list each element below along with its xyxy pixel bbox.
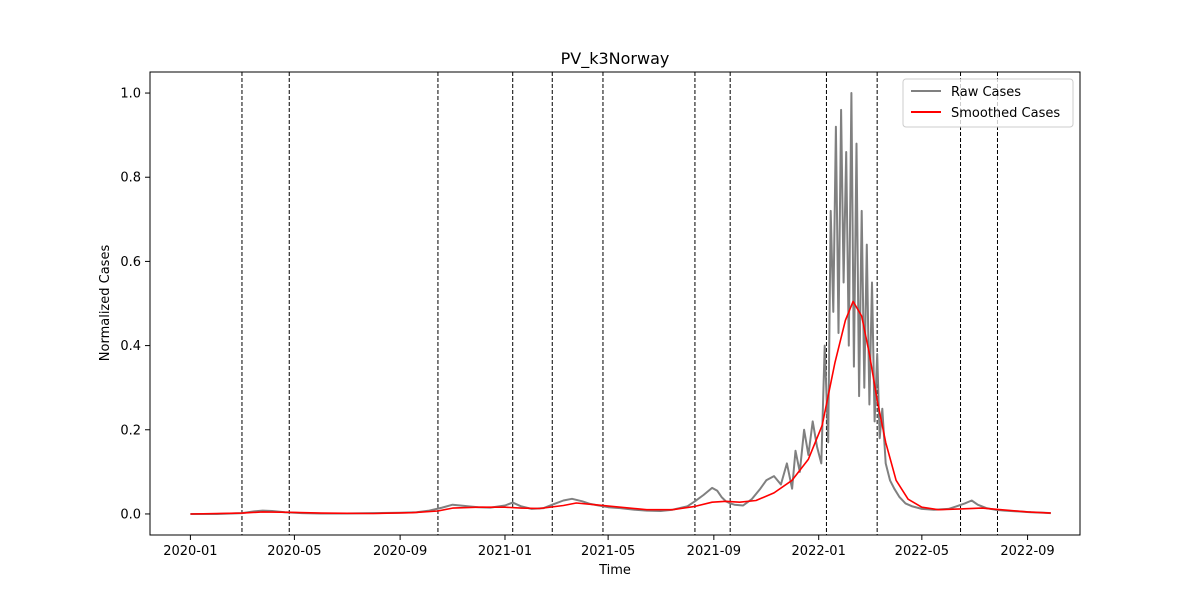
x-tick-label-3: 2021-01 xyxy=(478,544,532,559)
x-tick-label-8: 2022-09 xyxy=(1000,544,1054,559)
y-axis-ticks: 0.0 0.2 0.4 0.6 0.8 1.0 xyxy=(120,87,150,522)
chart-title: PV_k3Norway xyxy=(561,49,670,69)
y-tick-label-2: 0.4 xyxy=(120,339,141,354)
x-tick-label-5: 2021-09 xyxy=(687,544,741,559)
y-tick-label-1: 0.2 xyxy=(120,423,141,438)
y-tick-label-3: 0.6 xyxy=(120,255,141,270)
y-tick-label-4: 0.8 xyxy=(120,171,141,186)
x-tick-label-6: 2022-01 xyxy=(792,544,846,559)
smoothed-cases-series-group xyxy=(190,300,1051,515)
legend-raw-label: Raw Cases xyxy=(951,85,1021,100)
y-axis-label: Normalized Cases xyxy=(98,245,113,362)
x-axis-ticks: 2020-01 2020-05 2020-09 2021-01 2021-05 2021-… xyxy=(163,535,1055,559)
plot-background xyxy=(150,72,1080,535)
x-tick-label-0: 2020-01 xyxy=(163,544,217,559)
legend-box xyxy=(902,78,1074,128)
x-axis-label: Time xyxy=(598,563,631,578)
raw-cases-series-group xyxy=(190,92,1051,515)
x-tick-label-2: 2020-09 xyxy=(373,544,427,559)
y-tick-label-5: 1.0 xyxy=(120,87,141,102)
x-tick-label-4: 2021-05 xyxy=(581,544,635,559)
plot-frame xyxy=(149,71,1081,536)
raw-cases-line xyxy=(190,92,1051,515)
legend: Raw Cases Smoothed Cases xyxy=(902,78,1074,128)
legend-smoothed-label: Smoothed Cases xyxy=(951,106,1060,121)
vertical-lines-group xyxy=(241,72,998,535)
smoothed-cases-line xyxy=(190,300,1051,515)
x-tick-label-1: 2020-05 xyxy=(267,544,321,559)
y-tick-label-0: 0.0 xyxy=(120,507,141,522)
x-tick-label-7: 2022-05 xyxy=(895,544,949,559)
